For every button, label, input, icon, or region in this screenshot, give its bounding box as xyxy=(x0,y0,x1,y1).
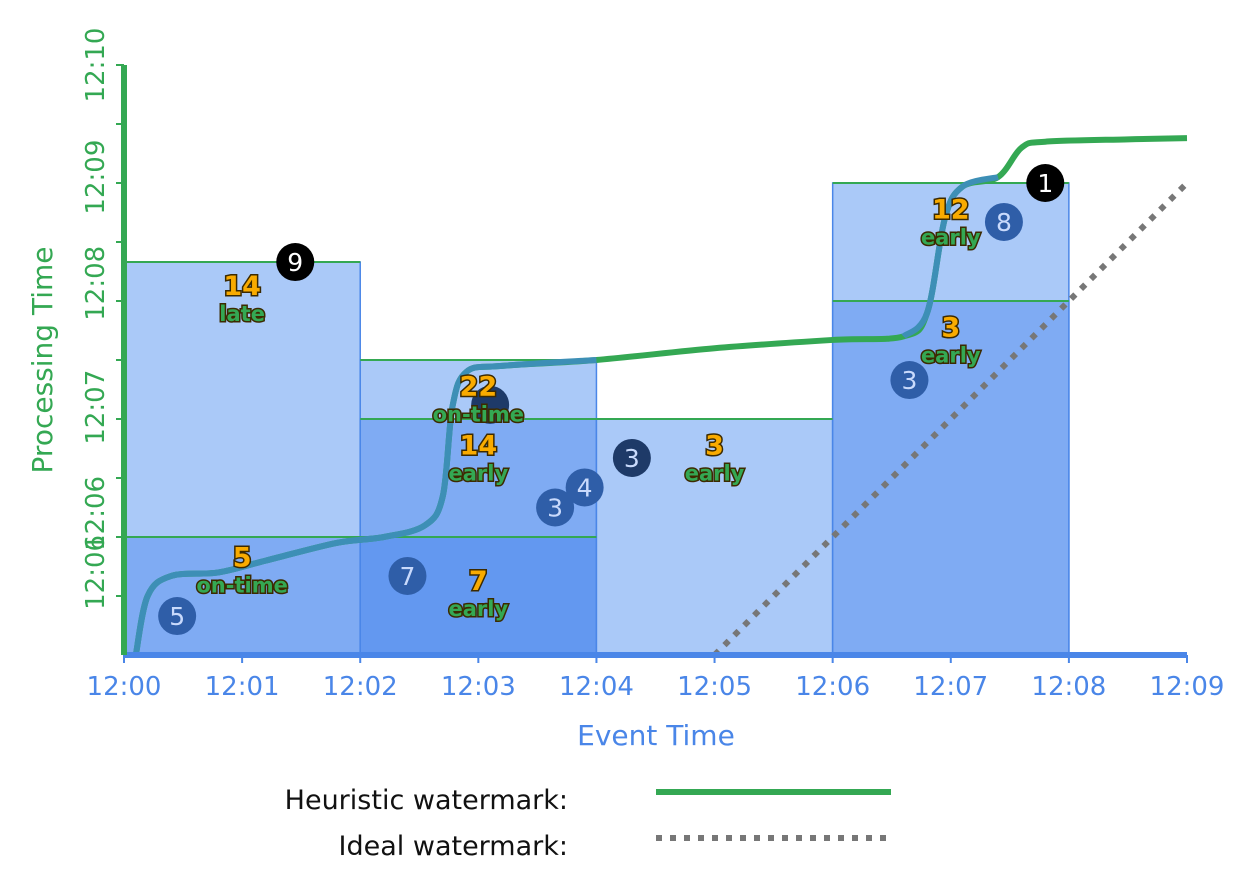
data-point-label: 1 xyxy=(1037,169,1053,198)
data-point-label: 3 xyxy=(624,444,640,473)
y-axis-title: Processing Time xyxy=(26,247,59,474)
x-tick-label: 12:06 xyxy=(795,672,870,702)
data-point xyxy=(612,438,651,477)
data-point-label: 4 xyxy=(577,473,593,502)
annotation-label: on-time xyxy=(433,402,524,426)
legend: Heuristic watermark: Ideal watermark: xyxy=(285,785,891,862)
data-point xyxy=(536,488,575,527)
data-point xyxy=(276,243,315,282)
x-tick-label: 12:09 xyxy=(1150,672,1225,702)
heuristic-watermark-line xyxy=(132,135,1188,656)
x-tick-label: 12:03 xyxy=(441,672,516,702)
x-tick-label: 12:02 xyxy=(323,672,398,702)
data-point-label: 3 xyxy=(547,494,563,523)
annotation-count: 22 xyxy=(460,371,498,402)
data-point-label: 7 xyxy=(400,562,416,591)
data-point-label: 3 xyxy=(901,366,917,395)
annotation-label: on-time xyxy=(196,574,287,598)
y-tick-label: 12:08 xyxy=(81,246,111,321)
y-tick-label: 12:06 xyxy=(81,535,111,610)
data-point xyxy=(1026,164,1065,202)
annotation-label: late xyxy=(219,302,265,326)
annotation-label: early xyxy=(685,461,745,485)
data-point xyxy=(890,361,929,400)
annotation-count: 12 xyxy=(932,194,970,225)
annotation-label: early xyxy=(921,225,981,249)
x-axis-ticks: 12:00 12:01 12:02 12:03 12:04 12:05 12:06 12:07… xyxy=(87,655,1225,702)
pane-6-8-layer-1 xyxy=(831,300,1070,656)
data-point xyxy=(984,202,1023,241)
heuristic-watermark-overlap-late xyxy=(901,174,999,339)
x-tick-label: 12:08 xyxy=(1031,672,1106,702)
annotation-count: 3 xyxy=(705,430,724,461)
data-point xyxy=(471,385,510,424)
annotation-count: 14 xyxy=(223,271,261,302)
annotation-label: early xyxy=(448,461,508,485)
annotation-count: 3 xyxy=(941,312,960,343)
x-tick-label: 12:07 xyxy=(913,672,988,702)
annotation-label: early xyxy=(921,343,981,367)
annotation-count: 7 xyxy=(469,566,488,597)
y-tick-label: 12:07 xyxy=(81,370,111,445)
legend-label: Ideal watermark: xyxy=(339,831,568,862)
pane-2-4-layer-2 xyxy=(359,536,598,656)
y-tick-label: 12:09 xyxy=(81,140,111,215)
data-point-label: 9 xyxy=(287,248,303,277)
x-tick-label: 12:01 xyxy=(205,672,280,702)
x-tick-label: 12:00 xyxy=(87,672,162,702)
x-tick-label: 12:05 xyxy=(677,672,752,702)
pane-0-2-layer-1 xyxy=(123,536,361,656)
y-tick-label: 12:10 xyxy=(81,28,111,103)
x-axis-title: Event Time xyxy=(577,719,735,752)
data-point xyxy=(158,597,197,636)
annotation-label: early xyxy=(448,597,508,621)
y-tick-label: 12:06 xyxy=(81,476,111,551)
data-point-label: 5 xyxy=(169,602,185,631)
pane-annotations: 14late5on-time22on-time14early7early3ear… xyxy=(195,193,983,623)
annotation-count: 14 xyxy=(460,430,498,461)
x-tick-label: 12:04 xyxy=(559,672,634,702)
data-point xyxy=(388,556,427,595)
data-point-label: 8 xyxy=(996,208,1012,237)
annotation-count: 5 xyxy=(233,543,252,574)
legend-label: Heuristic watermark: xyxy=(285,785,568,816)
data-point xyxy=(565,468,604,507)
heuristic-watermark-overlap-early xyxy=(132,357,597,656)
